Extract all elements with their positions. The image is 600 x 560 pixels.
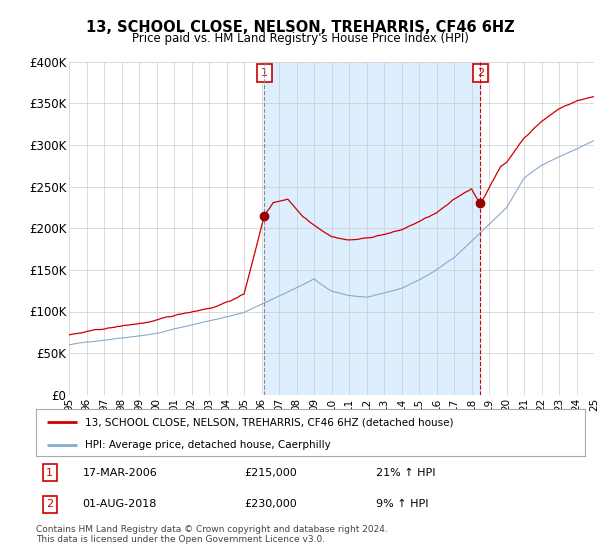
Text: 2: 2 — [476, 68, 484, 78]
Text: £215,000: £215,000 — [245, 468, 298, 478]
Text: 13, SCHOOL CLOSE, NELSON, TREHARRIS, CF46 6HZ (detached house): 13, SCHOOL CLOSE, NELSON, TREHARRIS, CF4… — [85, 417, 454, 427]
Text: Contains HM Land Registry data © Crown copyright and database right 2024.
This d: Contains HM Land Registry data © Crown c… — [36, 525, 388, 544]
Bar — [265, 62, 480, 395]
Text: 1: 1 — [46, 468, 53, 478]
Text: 17-MAR-2006: 17-MAR-2006 — [83, 468, 157, 478]
Text: 13, SCHOOL CLOSE, NELSON, TREHARRIS, CF46 6HZ: 13, SCHOOL CLOSE, NELSON, TREHARRIS, CF4… — [86, 20, 514, 35]
Text: £230,000: £230,000 — [245, 500, 298, 510]
Text: Price paid vs. HM Land Registry's House Price Index (HPI): Price paid vs. HM Land Registry's House … — [131, 32, 469, 45]
Text: 9% ↑ HPI: 9% ↑ HPI — [376, 500, 429, 510]
Text: 21% ↑ HPI: 21% ↑ HPI — [376, 468, 436, 478]
Text: 1: 1 — [261, 68, 268, 78]
Text: HPI: Average price, detached house, Caerphilly: HPI: Average price, detached house, Caer… — [85, 440, 331, 450]
Text: 01-AUG-2018: 01-AUG-2018 — [83, 500, 157, 510]
Text: 2: 2 — [46, 500, 53, 510]
